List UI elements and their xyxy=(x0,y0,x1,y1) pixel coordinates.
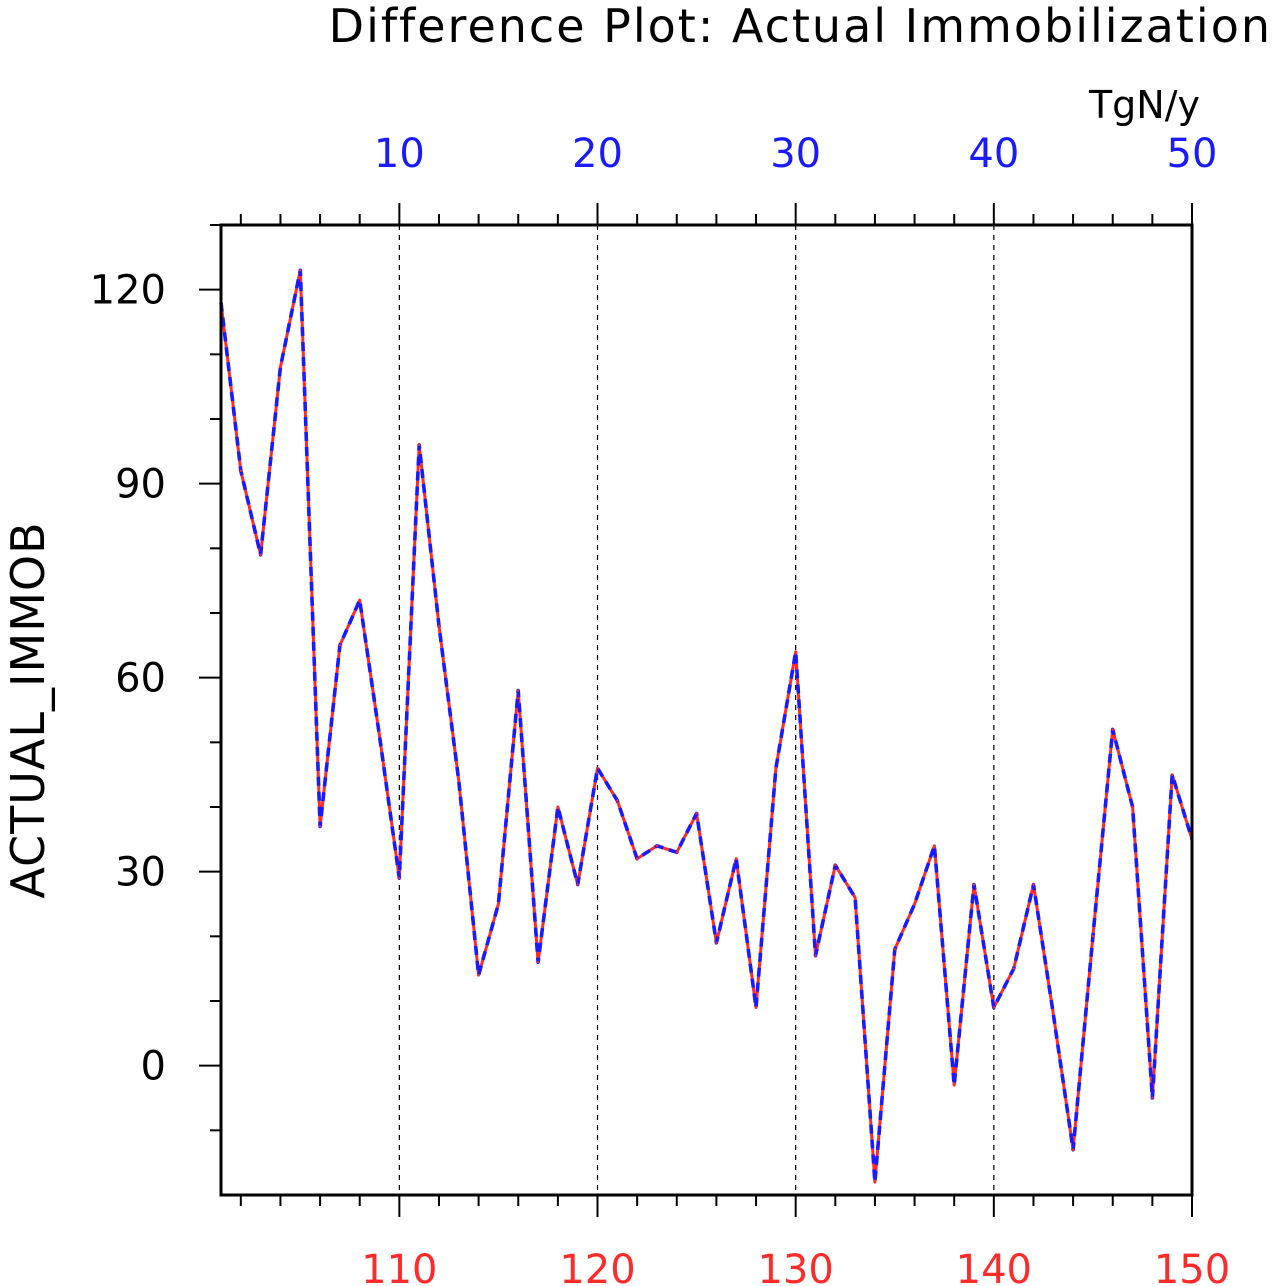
x-top-tick-label: 10 xyxy=(374,131,425,177)
data-point xyxy=(834,864,837,867)
data-point xyxy=(517,689,520,692)
x-gridlines xyxy=(398,225,995,1195)
data-point xyxy=(358,598,361,602)
data-point xyxy=(1052,1012,1055,1016)
data-point xyxy=(735,857,738,860)
data-point xyxy=(953,1083,956,1087)
data-point xyxy=(398,876,401,880)
data-point xyxy=(913,902,916,906)
data-point xyxy=(1012,967,1015,970)
units-label: TgN/y xyxy=(1088,83,1200,127)
data-point xyxy=(497,902,500,906)
y-axis-label: ACTUAL_IMMOB xyxy=(1,521,55,898)
x-top-tick-label: 30 xyxy=(770,131,821,177)
y-tick-label: 120 xyxy=(90,268,166,314)
x-bottom-tick-label: 120 xyxy=(559,1247,635,1286)
axis-ticks xyxy=(199,203,1193,1217)
data-point xyxy=(616,799,619,802)
x-top-tick-label: 50 xyxy=(1167,131,1218,177)
data-point xyxy=(794,650,797,653)
data-point xyxy=(814,954,817,957)
data-point xyxy=(477,973,480,977)
data-point xyxy=(1170,773,1174,776)
data-point xyxy=(635,857,639,860)
data-point xyxy=(259,553,262,556)
x-top-tick-label: 20 xyxy=(572,131,623,177)
data-point xyxy=(279,366,282,369)
x-bottom-tick-label: 130 xyxy=(757,1247,833,1286)
data-point xyxy=(596,767,599,770)
data-point xyxy=(675,851,678,854)
x-bottom-tick-label: 140 xyxy=(956,1247,1032,1286)
data-point xyxy=(378,734,381,738)
x-bottom-tick-label: 150 xyxy=(1154,1247,1230,1286)
series-line-red-solid xyxy=(219,268,1194,1184)
data-point xyxy=(576,883,579,886)
data-point xyxy=(1091,935,1095,938)
data-point xyxy=(299,269,302,272)
data-point xyxy=(536,961,540,964)
data-series xyxy=(219,268,1194,1184)
x-bottom-tick-label: 110 xyxy=(361,1247,437,1286)
data-point xyxy=(893,948,896,951)
data-point xyxy=(972,883,976,886)
data-point xyxy=(1032,883,1035,886)
data-point xyxy=(754,1006,758,1009)
data-point xyxy=(437,624,441,628)
series-line-blue-dashed xyxy=(219,268,1194,1184)
data-point xyxy=(1151,1096,1154,1100)
data-point xyxy=(318,825,322,828)
data-point xyxy=(933,844,936,847)
data-point xyxy=(338,644,342,647)
plot-frame xyxy=(219,223,1194,1197)
tick-labels: 0 30 60 90 120 10 20 30 40 50 110 120 130 140 150 xyxy=(90,131,1231,1286)
data-point xyxy=(417,443,421,447)
data-point xyxy=(1071,1148,1075,1151)
data-point xyxy=(1111,728,1114,731)
data-point xyxy=(695,812,698,815)
y-tick-label: 90 xyxy=(115,462,166,508)
data-point xyxy=(853,896,857,899)
x-top-tick-label: 40 xyxy=(968,131,1019,177)
y-tick-label: 0 xyxy=(141,1044,166,1090)
chart-title: Difference Plot: Actual Immobilization xyxy=(329,0,1272,53)
data-point xyxy=(992,1006,996,1009)
y-tick-label: 30 xyxy=(115,850,166,896)
data-point xyxy=(873,1180,877,1184)
data-point xyxy=(715,941,718,944)
data-point xyxy=(655,844,659,847)
data-point xyxy=(239,469,243,472)
data-point xyxy=(1131,805,1134,809)
data-point xyxy=(774,767,778,770)
data-point xyxy=(457,779,460,783)
y-tick-label: 60 xyxy=(115,656,166,702)
data-point xyxy=(556,805,560,809)
